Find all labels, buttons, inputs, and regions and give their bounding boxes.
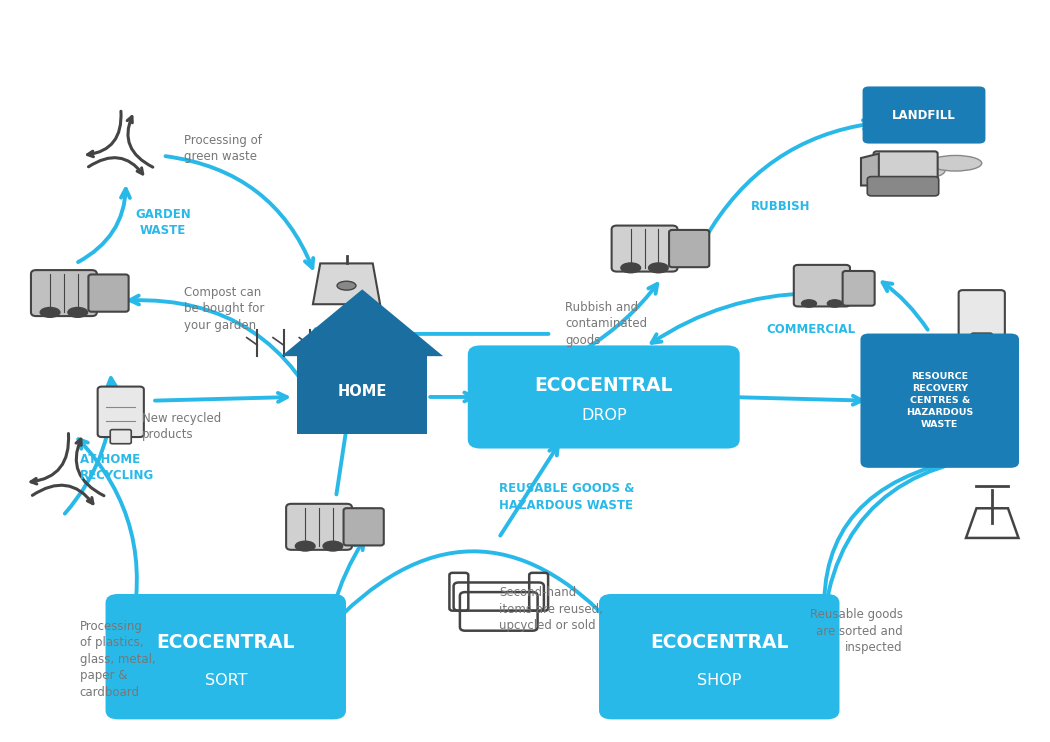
Text: RUBBISH: RUBBISH <box>751 200 811 214</box>
Text: REUSABLE GOODS &
HAZARDOUS WASTE: REUSABLE GOODS & HAZARDOUS WASTE <box>499 482 634 512</box>
FancyArrowPatch shape <box>166 156 313 268</box>
Ellipse shape <box>649 263 668 273</box>
Polygon shape <box>383 356 400 375</box>
Text: LANDFILL: LANDFILL <box>892 108 956 122</box>
FancyArrowPatch shape <box>65 378 117 513</box>
Text: New recycled
products: New recycled products <box>142 412 220 441</box>
Ellipse shape <box>337 281 356 290</box>
FancyArrowPatch shape <box>822 452 999 654</box>
Ellipse shape <box>621 263 640 273</box>
FancyArrowPatch shape <box>883 283 928 329</box>
Text: ECOCENTRAL: ECOCENTRAL <box>534 376 673 395</box>
FancyArrowPatch shape <box>953 337 974 346</box>
FancyArrowPatch shape <box>32 433 68 484</box>
FancyArrowPatch shape <box>730 395 862 404</box>
FancyBboxPatch shape <box>467 346 739 448</box>
FancyBboxPatch shape <box>598 594 840 720</box>
Text: AT HOME
RECYCLING: AT HOME RECYCLING <box>80 453 154 482</box>
Polygon shape <box>313 263 380 304</box>
FancyArrowPatch shape <box>375 329 548 338</box>
FancyBboxPatch shape <box>959 290 1005 341</box>
Text: COMMERCIAL: COMMERCIAL <box>766 323 856 336</box>
FancyBboxPatch shape <box>669 230 710 267</box>
FancyArrowPatch shape <box>652 293 811 343</box>
Ellipse shape <box>827 300 842 307</box>
FancyArrowPatch shape <box>87 111 121 157</box>
FancyArrowPatch shape <box>311 317 344 338</box>
Text: SHOP: SHOP <box>697 673 741 688</box>
FancyArrowPatch shape <box>130 295 330 432</box>
FancyArrowPatch shape <box>500 446 558 536</box>
FancyBboxPatch shape <box>286 504 352 550</box>
FancyArrowPatch shape <box>322 540 363 683</box>
FancyArrowPatch shape <box>76 439 104 496</box>
FancyBboxPatch shape <box>863 86 985 144</box>
Text: SORT: SORT <box>205 673 247 688</box>
Ellipse shape <box>323 541 342 551</box>
Ellipse shape <box>929 155 982 171</box>
Polygon shape <box>345 356 362 375</box>
Text: GARDEN
WASTE: GARDEN WASTE <box>134 208 191 237</box>
Text: Processing of
green waste: Processing of green waste <box>184 134 261 163</box>
FancyArrowPatch shape <box>324 551 617 632</box>
FancyArrowPatch shape <box>88 157 143 174</box>
FancyBboxPatch shape <box>110 430 131 444</box>
Polygon shape <box>364 356 381 375</box>
FancyArrowPatch shape <box>33 485 92 504</box>
Text: Compost can
be bought for
your garden: Compost can be bought for your garden <box>184 286 265 332</box>
FancyArrowPatch shape <box>430 393 474 401</box>
Polygon shape <box>297 356 427 434</box>
FancyBboxPatch shape <box>88 275 128 312</box>
Text: DROP: DROP <box>581 408 627 423</box>
Ellipse shape <box>801 300 817 307</box>
FancyArrowPatch shape <box>820 462 947 634</box>
FancyBboxPatch shape <box>842 271 875 306</box>
Text: ECOCENTRAL: ECOCENTRAL <box>156 633 295 652</box>
Ellipse shape <box>68 307 87 318</box>
Text: ECOCENTRAL: ECOCENTRAL <box>650 633 789 652</box>
FancyBboxPatch shape <box>867 177 939 196</box>
FancyBboxPatch shape <box>98 387 144 437</box>
FancyBboxPatch shape <box>30 270 97 316</box>
Text: Reusable goods
are sorted and
inspected: Reusable goods are sorted and inspected <box>810 608 903 654</box>
Text: HOME: HOME <box>337 384 387 398</box>
Text: Processing
of plastics,
glass, metal,
paper &
cardboard: Processing of plastics, glass, metal, pa… <box>80 620 155 698</box>
Polygon shape <box>281 289 443 356</box>
FancyBboxPatch shape <box>611 226 677 272</box>
FancyBboxPatch shape <box>971 333 992 347</box>
FancyArrowPatch shape <box>585 284 657 349</box>
FancyBboxPatch shape <box>794 265 850 306</box>
FancyBboxPatch shape <box>105 594 346 720</box>
FancyArrowPatch shape <box>127 116 153 167</box>
Text: Second-hand
items are reused,
upcycled or sold: Second-hand items are reused, upcycled o… <box>499 586 603 632</box>
FancyArrowPatch shape <box>79 439 136 639</box>
FancyArrowPatch shape <box>336 296 370 494</box>
Ellipse shape <box>295 541 315 551</box>
Text: Rubbish and
contaminated
goods: Rubbish and contaminated goods <box>565 301 647 347</box>
FancyBboxPatch shape <box>861 334 1018 468</box>
Text: RESOURCE
RECOVERY
CENTRES &
HAZARDOUS
WASTE: RESOURCE RECOVERY CENTRES & HAZARDOUS WA… <box>906 372 973 430</box>
FancyArrowPatch shape <box>155 393 287 402</box>
FancyArrowPatch shape <box>78 189 130 262</box>
Ellipse shape <box>882 162 945 180</box>
FancyBboxPatch shape <box>343 508 384 545</box>
FancyBboxPatch shape <box>874 151 938 184</box>
Polygon shape <box>861 154 879 186</box>
FancyArrowPatch shape <box>705 120 873 239</box>
Ellipse shape <box>40 307 60 318</box>
